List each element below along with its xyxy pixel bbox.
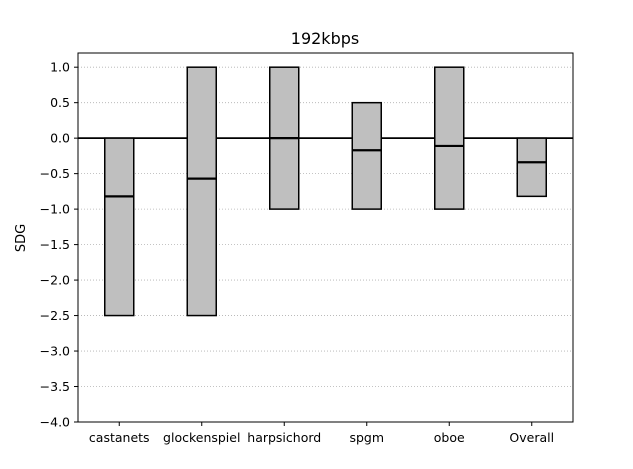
range-bar-castanets — [104, 137, 135, 317]
y-tick-label: −1.0 — [40, 202, 70, 217]
bar-layer — [104, 66, 547, 317]
chart-title: 192kbps — [291, 29, 359, 48]
x-tick-label: Overall — [509, 430, 554, 445]
x-tick-label: spgm — [349, 430, 384, 445]
range-bar-spgm — [351, 101, 382, 210]
y-tick-label: −4.0 — [40, 415, 70, 430]
x-tick-label: castanets — [89, 430, 150, 445]
y-tick-label: −3.0 — [40, 344, 70, 359]
range-bar-glockenspiel — [186, 66, 217, 317]
range-bar-overall — [516, 137, 547, 198]
x-tick-label: oboe — [434, 430, 465, 445]
plot-border — [77, 52, 574, 423]
y-tick-label: −2.5 — [40, 308, 70, 323]
y-tick-label: −1.5 — [40, 237, 70, 252]
y-tick-label: −0.5 — [40, 166, 70, 181]
range-bar-oboe — [434, 66, 465, 210]
y-tick-label: −3.5 — [40, 379, 70, 394]
x-axis-ticks: castanets glockenspiel harpsichord spgm oboe… — [89, 422, 554, 445]
y-tick-label: −2.0 — [40, 273, 70, 288]
y-tick-label: 0.0 — [50, 131, 70, 146]
y-axis-title: SDG — [14, 224, 29, 252]
grid-layer — [78, 66, 573, 423]
plot-frame — [77, 52, 574, 423]
y-axis-ticks: 1.0 0.5 0.0 −0.5 −1.0 −1.5 −2.0 −2.5 −3.0 −3.5 −4.… — [40, 60, 78, 430]
x-tick-label: harpsichord — [247, 430, 321, 445]
y-tick-label: 1.0 — [50, 60, 70, 75]
y-tick-label: 0.5 — [50, 95, 70, 110]
x-tick-label: glockenspiel — [163, 430, 240, 445]
